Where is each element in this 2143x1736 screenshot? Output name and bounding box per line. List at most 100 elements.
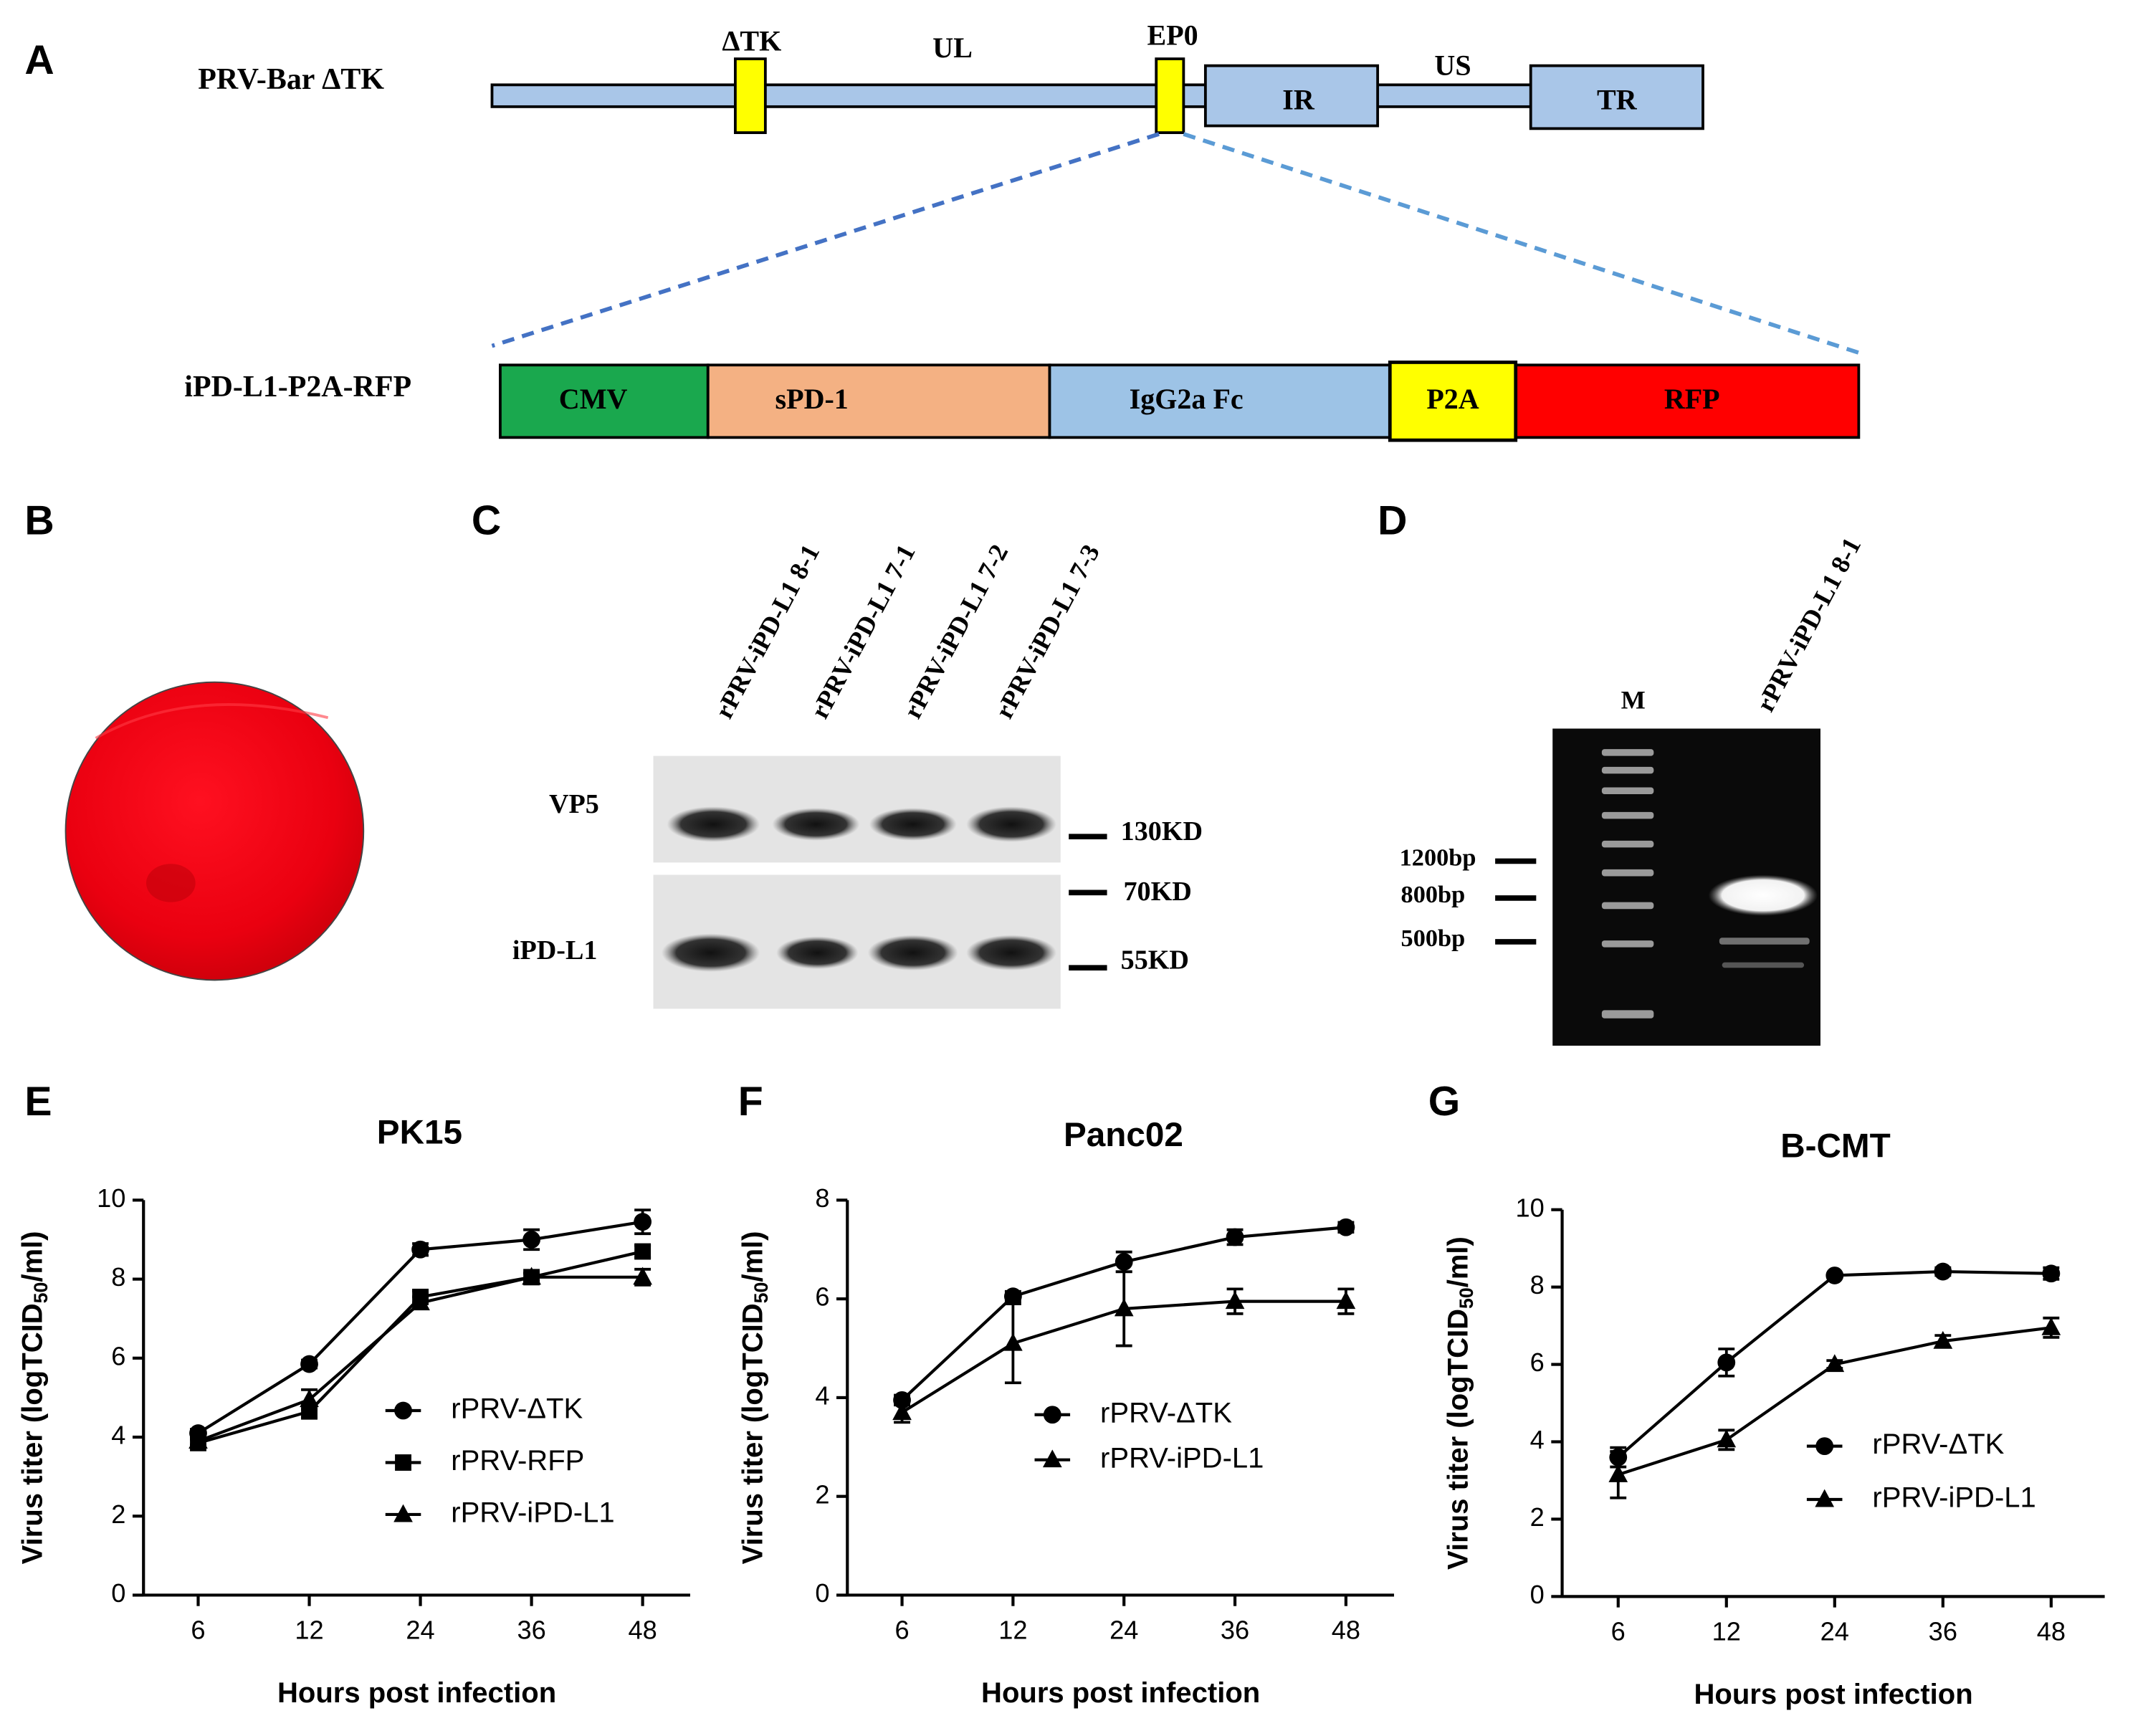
x-tick-label: 24	[1820, 1616, 1849, 1646]
data-point	[300, 1389, 319, 1408]
y-axis-title-part: Virus titer (logTCID	[1442, 1309, 1474, 1570]
genome-label: ΔTK	[722, 24, 781, 57]
x-tick-label: 24	[406, 1616, 434, 1645]
cassette-part	[1048, 363, 1392, 439]
blot-band	[867, 935, 958, 971]
data-point	[188, 1431, 208, 1449]
panel-d: D M rPRV-iPD-L1 8-1 1200bp 800bp 500bp	[1378, 498, 1866, 1046]
legend-label: rPRV-ΔTK	[451, 1393, 583, 1425]
legend-marker	[395, 1454, 411, 1471]
blot-band	[966, 806, 1057, 842]
y-tick-label: 8	[111, 1262, 125, 1292]
data-point	[1114, 1298, 1134, 1317]
gel-band	[1722, 962, 1805, 968]
data-point	[1336, 1291, 1356, 1310]
marker-label: 1200bp	[1400, 844, 1476, 871]
y-tick-label: 10	[1515, 1193, 1544, 1222]
gel-band	[1708, 874, 1818, 916]
lane-label: M	[1621, 686, 1646, 715]
y-tick-label: 4	[111, 1421, 125, 1450]
y-axis-title: Virus titer (logTCID50/ml)	[16, 1231, 52, 1564]
image-texture	[95, 703, 329, 740]
row-label: iPD-L1	[512, 935, 598, 965]
image-texture	[146, 864, 196, 902]
x-tick-label: 6	[1611, 1616, 1626, 1646]
x-tick-label: 6	[894, 1616, 909, 1645]
genome-label: TR	[1597, 83, 1638, 115]
y-axis-title: Virus titer (logTCID50/ml)	[1442, 1236, 1477, 1570]
marker-label: 55KD	[1121, 945, 1189, 975]
marker-label: 500bp	[1401, 925, 1466, 952]
data-point	[1226, 1228, 1244, 1246]
data-point	[893, 1391, 911, 1409]
ladder-band	[1601, 766, 1654, 774]
y-tick-label: 6	[815, 1282, 829, 1312]
blot-band	[772, 808, 860, 841]
legend-marker	[1042, 1449, 1062, 1468]
x-axis-title: Hours post infection	[1694, 1679, 1972, 1710]
x-tick-label: 6	[191, 1616, 205, 1645]
y-axis-title-part: 50	[1456, 1287, 1477, 1309]
panel-b: B	[24, 498, 365, 981]
data-point	[1003, 1287, 1022, 1306]
y-tick-label: 0	[111, 1578, 125, 1608]
marker-label: 800bp	[1401, 881, 1466, 908]
zoom-line	[491, 132, 1160, 348]
panel-label: B	[24, 498, 54, 544]
cassette-label: IgG2a Fc	[1130, 383, 1244, 415]
y-axis-title: Virus titer (logTCID50/ml)	[737, 1231, 772, 1564]
y-tick-label: 6	[1530, 1348, 1545, 1377]
panel-label: C	[472, 498, 501, 544]
data-point	[1933, 1330, 1953, 1349]
y-tick-label: 6	[111, 1341, 125, 1370]
panel-label: G	[1428, 1079, 1460, 1125]
lane-label: rPRV-iPD-L1 7-3	[990, 540, 1105, 723]
ladder-band	[1601, 869, 1654, 877]
tk-locus	[733, 57, 767, 135]
panel-label: E	[24, 1079, 52, 1125]
data-point	[633, 1267, 652, 1285]
y-tick-label: 0	[1530, 1580, 1545, 1609]
fluorescence-image	[65, 681, 365, 981]
panel-a: A PRV-Bar ΔTK ΔTK UL EP0 IR US TR iPD-L1…	[24, 19, 1861, 442]
zoom-line	[1183, 132, 1860, 355]
data-point	[1225, 1291, 1245, 1310]
data-point	[1934, 1262, 1952, 1281]
y-tick-label: 4	[1530, 1425, 1545, 1454]
genome-label: UL	[932, 32, 973, 64]
row-label: VP5	[549, 789, 599, 819]
panel-label: A	[24, 37, 54, 83]
y-axis-title-part: 50	[30, 1282, 52, 1304]
data-point	[411, 1292, 430, 1311]
legend-marker	[393, 1504, 413, 1522]
y-axis-title-part: /ml)	[16, 1231, 48, 1282]
data-point	[522, 1267, 541, 1285]
cassette-part	[706, 363, 1051, 439]
genome-label: IR	[1282, 83, 1315, 115]
genome-name: PRV-Bar ΔTK	[198, 63, 384, 96]
ladder	[1601, 749, 1654, 1019]
ladder-band	[1601, 840, 1654, 848]
data-point	[1337, 1218, 1355, 1236]
data-point	[1608, 1464, 1628, 1482]
ladder-band	[1601, 1010, 1654, 1019]
ladder-band	[1601, 811, 1654, 819]
x-tick-label: 12	[1712, 1616, 1741, 1646]
y-tick-label: 0	[815, 1578, 829, 1608]
panel-c: C rPRV-iPD-L1 8-1 rPRV-iPD-L1 7-1 rPRV-i…	[472, 498, 1203, 1009]
ladder-band	[1601, 940, 1654, 948]
legend-label: rPRV-iPD-L1	[1100, 1442, 1264, 1474]
blot-band	[661, 933, 760, 972]
cassette-label: CMV	[559, 383, 628, 415]
data-point	[1717, 1353, 1736, 1372]
cassette-label: P2A	[1426, 383, 1479, 415]
data-point	[300, 1355, 318, 1373]
x-tick-label: 48	[1332, 1616, 1360, 1645]
data-point	[1003, 1332, 1023, 1351]
blot-band	[776, 936, 859, 970]
cassette-part	[1388, 361, 1518, 442]
data-point	[892, 1402, 912, 1421]
y-axis-title-part: 50	[750, 1282, 772, 1304]
